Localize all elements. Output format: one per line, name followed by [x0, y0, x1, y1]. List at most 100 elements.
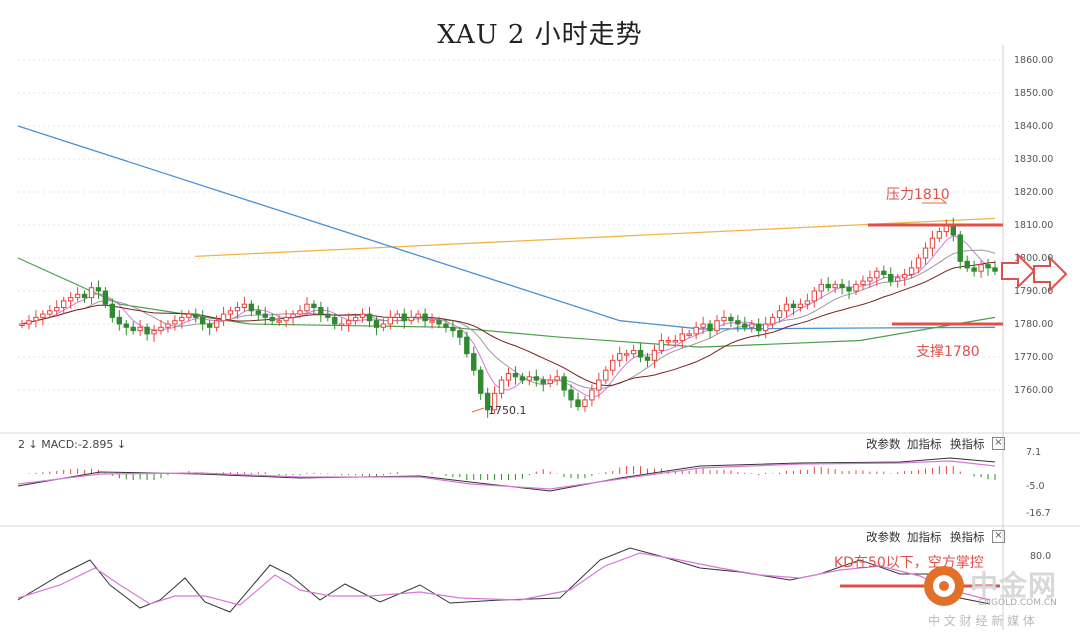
candle-body	[283, 316, 289, 322]
kd-close-icon[interactable]: ×	[992, 530, 1005, 543]
macd-tick-label: -16.7	[1026, 508, 1051, 519]
candle-body	[443, 323, 449, 328]
candle-body	[554, 376, 560, 381]
candle-body	[985, 264, 991, 269]
candle-body	[227, 310, 234, 315]
candle-body	[756, 323, 762, 332]
kd-annotation: KD在50以下，空方掌控	[834, 555, 984, 571]
candle-body	[297, 310, 303, 315]
candle-body	[762, 323, 769, 332]
candle-body	[568, 389, 574, 401]
ma-line	[21, 249, 996, 390]
low-annotation: 1750.1	[488, 404, 527, 417]
candle-body	[137, 326, 143, 332]
logo-subtitle: 中 文 财 经 新 媒 体	[928, 614, 1035, 628]
candle-body	[165, 323, 171, 328]
candle-body	[408, 316, 414, 322]
resistance-annotation: 压力1810	[886, 187, 950, 203]
candle-body	[617, 353, 623, 361]
candle-body	[206, 323, 213, 328]
kd-tick-label: 80.0	[1030, 551, 1051, 562]
candle-body	[575, 399, 581, 407]
candle-body	[818, 283, 824, 292]
ma-line	[194, 217, 996, 257]
candle-body	[582, 399, 588, 407]
candle-body	[637, 349, 644, 358]
y-tick-label: 1840.00	[1014, 121, 1053, 132]
candle-body	[714, 320, 720, 332]
candle-body	[895, 277, 901, 282]
candle-body	[484, 392, 491, 411]
candle-body	[623, 353, 630, 356]
y-tick-label: 1760.00	[1014, 385, 1053, 396]
kd-edit-params-button[interactable]: 改参数	[866, 530, 901, 544]
macd-close-icon[interactable]: ×	[992, 437, 1005, 450]
candle-body	[380, 323, 387, 328]
ma-line	[21, 235, 996, 398]
ma-line	[21, 261, 996, 387]
candle-body	[213, 320, 220, 328]
candle-body	[561, 376, 567, 391]
resistance-pointer	[922, 197, 948, 204]
candle-body	[804, 300, 811, 305]
candle-body	[860, 280, 866, 285]
candle-body	[679, 333, 685, 341]
candle-body	[332, 316, 338, 325]
kd-add-indicator-button[interactable]: 加指标	[907, 530, 942, 544]
macd-header: 2 ↓ MACD:-2.895 ↓	[18, 438, 127, 451]
candle-body	[881, 270, 887, 276]
candle-body	[40, 313, 46, 318]
candle-body	[908, 267, 915, 275]
candle-body	[957, 234, 963, 262]
candle-body	[519, 376, 526, 381]
candle-body	[186, 313, 192, 318]
candle-body	[19, 323, 25, 326]
candle-body	[123, 323, 129, 328]
candle-body	[471, 353, 477, 371]
logo-circle-icon	[924, 566, 964, 606]
kd-d-line	[17, 552, 991, 606]
kd-switch-indicator-button[interactable]: 换指标	[950, 530, 985, 544]
candle-body	[811, 290, 817, 302]
low-marker	[471, 407, 485, 413]
candle-body	[74, 293, 81, 299]
macd-add-indicator-button[interactable]: 加指标	[907, 437, 942, 451]
candle-body	[200, 316, 206, 325]
candle-body	[596, 379, 602, 391]
ma-line	[17, 125, 996, 330]
candle-body	[742, 323, 748, 328]
y-tick-label: 1770.00	[1014, 352, 1053, 363]
candle-body	[464, 336, 470, 355]
candle-body	[769, 316, 776, 325]
candle-body	[936, 231, 943, 239]
candle-body	[67, 297, 74, 302]
candle-body	[81, 293, 88, 299]
candle-body	[422, 313, 428, 322]
candle-body	[992, 267, 998, 272]
candle-body	[345, 320, 352, 325]
candle-body	[978, 264, 984, 272]
y-tick-label: 1790.00	[1014, 286, 1053, 297]
candle-body	[436, 320, 442, 325]
candle-body	[373, 320, 380, 328]
candle-body	[95, 287, 102, 292]
macd-edit-params-button[interactable]: 改参数	[866, 437, 901, 451]
candle-body	[33, 316, 39, 322]
candle-body	[387, 316, 394, 325]
macd-switch-indicator-button[interactable]: 换指标	[950, 437, 985, 451]
candle-body	[922, 247, 929, 259]
candle-body	[401, 313, 407, 322]
candle-body	[853, 283, 859, 292]
candle-body	[311, 303, 317, 309]
ma-line	[17, 257, 996, 348]
chart-title: XAU 2 小时走势	[437, 20, 643, 50]
candle-body	[589, 389, 595, 401]
candle-body	[234, 307, 241, 312]
candle-body	[241, 303, 248, 309]
candle-body	[603, 369, 609, 381]
candle-body	[151, 330, 157, 335]
candle-body	[728, 316, 734, 322]
candle-body	[790, 303, 797, 309]
